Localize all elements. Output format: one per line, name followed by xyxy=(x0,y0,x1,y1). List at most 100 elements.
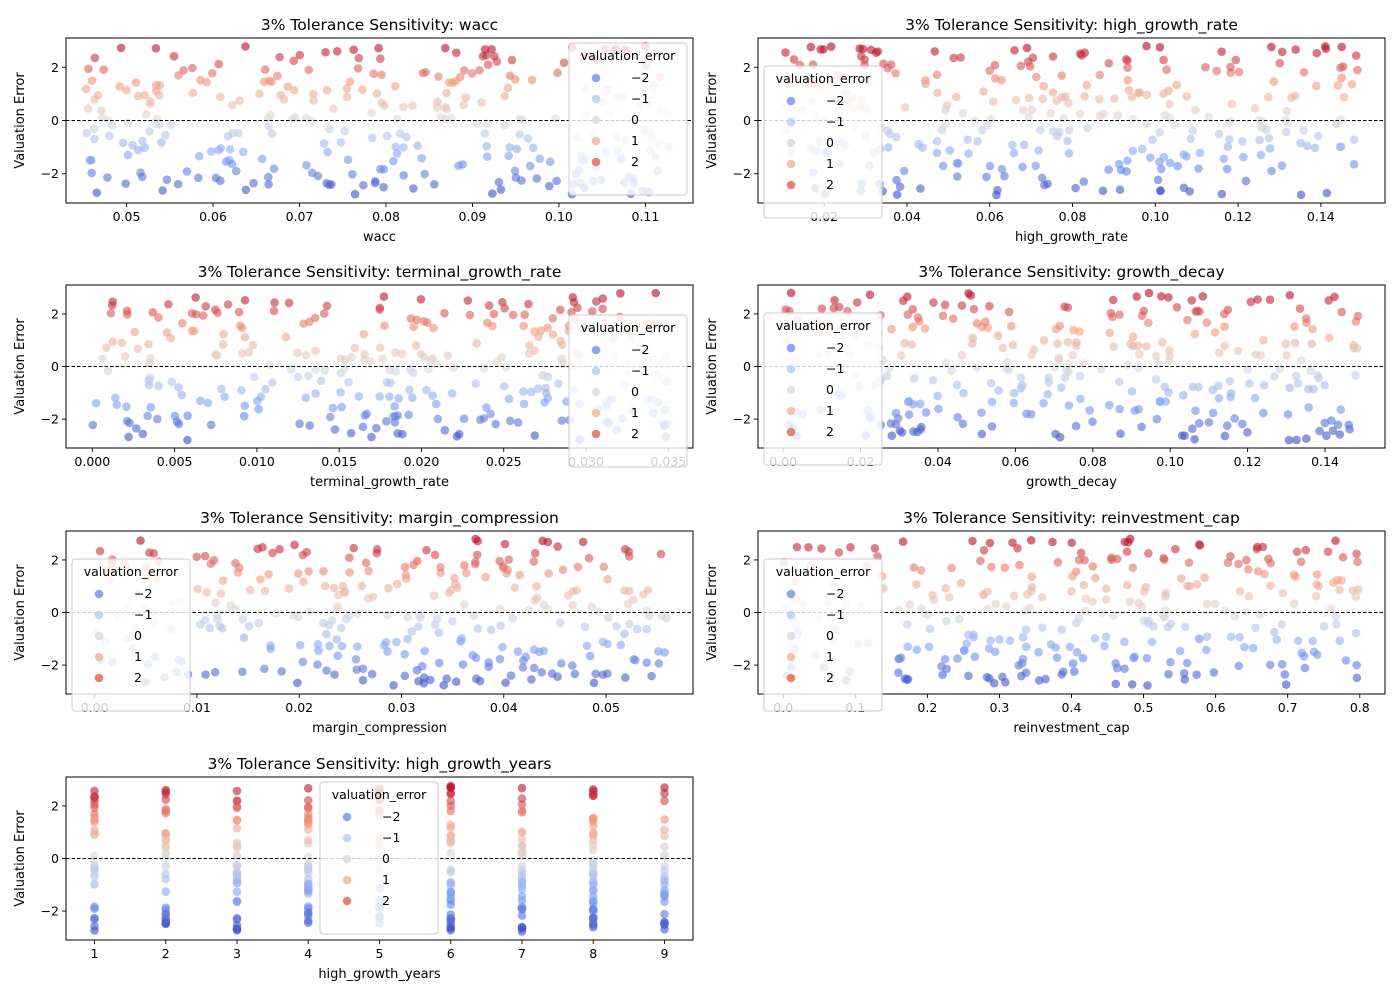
data-point xyxy=(1285,290,1295,300)
data-point xyxy=(883,143,893,152)
data-point xyxy=(660,796,669,806)
data-point xyxy=(1016,61,1026,71)
data-point xyxy=(319,567,328,576)
data-point xyxy=(1029,345,1039,355)
x-tick-label: 0.07 xyxy=(286,209,314,224)
data-point xyxy=(1088,597,1097,606)
x-tick-label: 0.005 xyxy=(157,454,193,469)
data-point xyxy=(947,563,956,573)
data-point xyxy=(271,609,281,618)
data-point xyxy=(1121,54,1131,64)
x-tick-label: 6 xyxy=(447,946,455,961)
data-point xyxy=(1063,337,1073,347)
legend-marker xyxy=(342,833,352,843)
data-point xyxy=(241,185,251,195)
data-point xyxy=(1142,653,1152,663)
data-point xyxy=(517,834,527,844)
data-point xyxy=(1264,92,1273,102)
legend-label: 0 xyxy=(826,135,834,150)
data-point xyxy=(1265,295,1275,305)
data-point xyxy=(1292,435,1301,445)
x-tick-label: 0.08 xyxy=(372,209,400,224)
data-point xyxy=(137,172,147,182)
data-point xyxy=(500,539,510,549)
data-point xyxy=(440,308,449,318)
data-point xyxy=(1034,146,1043,155)
data-point xyxy=(205,623,215,633)
legend-label: −1 xyxy=(134,607,152,622)
data-point xyxy=(1301,545,1311,555)
data-point xyxy=(1202,632,1212,641)
data-point xyxy=(195,396,205,406)
data-point xyxy=(1051,643,1060,652)
data-point xyxy=(603,574,612,584)
legend-box xyxy=(763,312,883,466)
data-point xyxy=(506,671,516,680)
data-point xyxy=(537,667,546,677)
data-point xyxy=(158,186,167,195)
data-point xyxy=(1000,563,1010,572)
data-point xyxy=(938,670,947,680)
data-point xyxy=(366,357,375,366)
data-point xyxy=(1187,424,1197,434)
data-point xyxy=(400,562,410,572)
data-point xyxy=(400,671,410,681)
data-point xyxy=(983,604,992,614)
data-point xyxy=(1341,656,1351,665)
data-point xyxy=(1319,622,1329,631)
data-point xyxy=(1314,131,1323,141)
data-point xyxy=(898,296,908,306)
data-point xyxy=(916,399,925,409)
data-point xyxy=(552,176,561,186)
x-tick-label: 0.12 xyxy=(1234,454,1262,469)
legend-label: −2 xyxy=(826,340,844,355)
y-tick-label: 0 xyxy=(51,605,59,620)
data-point xyxy=(122,85,131,95)
data-point xyxy=(391,142,400,151)
x-axis-label: margin_compression xyxy=(312,721,447,736)
data-point xyxy=(985,301,994,311)
data-point xyxy=(1312,650,1322,659)
subplot-title: 3% Tolerance Sensitivity: margin_compres… xyxy=(200,509,559,528)
data-point xyxy=(303,908,313,918)
subplot-1: 0.05 0.06 0.07 0.08 0.09 0.10 0.11 −2 0 2 3% Toler… xyxy=(13,16,694,245)
data-point xyxy=(1336,405,1346,414)
data-point xyxy=(1248,643,1258,653)
data-point xyxy=(1139,306,1149,316)
data-point xyxy=(359,180,368,190)
data-point xyxy=(429,591,439,600)
data-point xyxy=(446,910,456,919)
data-point xyxy=(1251,623,1260,633)
data-point xyxy=(1226,62,1235,72)
data-point xyxy=(804,543,813,552)
data-point xyxy=(1224,119,1233,128)
data-point xyxy=(517,927,527,936)
data-point xyxy=(1025,603,1035,613)
data-point xyxy=(942,358,951,368)
data-point xyxy=(656,549,666,559)
x-tick-label: 0.025 xyxy=(486,454,522,469)
data-point xyxy=(1067,586,1076,596)
data-point xyxy=(1280,670,1290,679)
data-point xyxy=(1258,542,1268,552)
data-point xyxy=(1290,322,1299,331)
data-point xyxy=(1022,43,1032,53)
data-point xyxy=(519,321,528,331)
legend-label: 2 xyxy=(826,177,834,192)
data-point xyxy=(457,636,466,646)
data-point xyxy=(504,151,513,161)
data-point xyxy=(891,69,900,78)
data-point xyxy=(1256,150,1266,160)
data-point xyxy=(594,607,603,617)
data-point xyxy=(1336,115,1345,124)
y-tick-label: −2 xyxy=(733,166,751,181)
data-point xyxy=(408,393,417,402)
data-point xyxy=(660,783,669,792)
data-point xyxy=(1335,636,1344,646)
data-point xyxy=(345,568,354,577)
data-point xyxy=(390,402,399,411)
data-point xyxy=(1013,543,1022,553)
data-point xyxy=(386,378,395,388)
data-point xyxy=(112,400,122,409)
